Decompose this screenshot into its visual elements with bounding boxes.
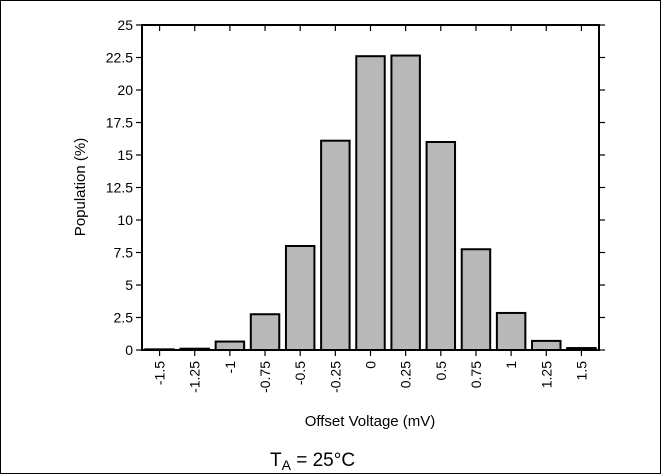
x-tick-label: -1.25 bbox=[187, 361, 203, 393]
x-tick-label: 0 bbox=[363, 361, 379, 369]
x-tick-label: 1.5 bbox=[573, 361, 589, 381]
caption-main: T bbox=[270, 450, 282, 471]
x-tick-label: -1.5 bbox=[152, 361, 168, 385]
x-tick-label: -0.5 bbox=[292, 361, 308, 385]
x-tick-label: 0.25 bbox=[398, 361, 414, 388]
bar-0.5 bbox=[425, 141, 457, 351]
plot-area-border bbox=[141, 24, 600, 351]
x-tick-label: 1.25 bbox=[538, 361, 554, 388]
y-tick-label: 15 bbox=[117, 147, 133, 163]
bar-0.25 bbox=[390, 54, 421, 352]
x-ticks-group: -1.5 -1.25 -1 -0.75 -0.5 -0.25 0 0.25 0.5 0.75 1 1.… bbox=[152, 25, 589, 393]
bar--0.75 bbox=[249, 313, 281, 351]
x-tick-label: 0.75 bbox=[468, 361, 484, 388]
y-tick-label: 22.5 bbox=[106, 50, 133, 66]
x-tick-label: 0.5 bbox=[433, 361, 449, 381]
bars-group bbox=[144, 54, 597, 352]
y-tick-label: 5 bbox=[125, 277, 133, 293]
bar--0.25 bbox=[320, 139, 351, 351]
x-tick-label: -1 bbox=[222, 361, 238, 374]
caption-rest: = 25°C bbox=[291, 450, 355, 471]
y-tick-label: 2.5 bbox=[114, 310, 134, 326]
y-tick-label: 7.5 bbox=[114, 245, 134, 261]
bar-1 bbox=[495, 311, 527, 352]
y-tick-label: 0 bbox=[125, 342, 133, 358]
bar-1.25 bbox=[531, 339, 562, 351]
y-tick-label: 12.5 bbox=[106, 180, 133, 196]
x-tick-label: 1 bbox=[503, 361, 519, 369]
bar--0.5 bbox=[284, 245, 316, 351]
bar-0.75 bbox=[460, 248, 492, 351]
y-tick-label: 10 bbox=[117, 212, 133, 228]
y-axis-title: Population (%) bbox=[72, 138, 89, 236]
x-tick-label: -0.25 bbox=[327, 361, 343, 393]
bar-0 bbox=[355, 55, 386, 351]
y-tick-label: 25 bbox=[117, 17, 133, 33]
temperature-caption: TA = 25°C bbox=[270, 450, 355, 473]
x-axis-title: Offset Voltage (mV) bbox=[305, 413, 436, 430]
x-tick-label: -0.75 bbox=[257, 361, 273, 393]
y-tick-label: 17.5 bbox=[106, 115, 133, 131]
y-tick-label: 20 bbox=[117, 82, 133, 98]
bar--1 bbox=[214, 340, 246, 351]
caption-subscript: A bbox=[282, 457, 292, 473]
